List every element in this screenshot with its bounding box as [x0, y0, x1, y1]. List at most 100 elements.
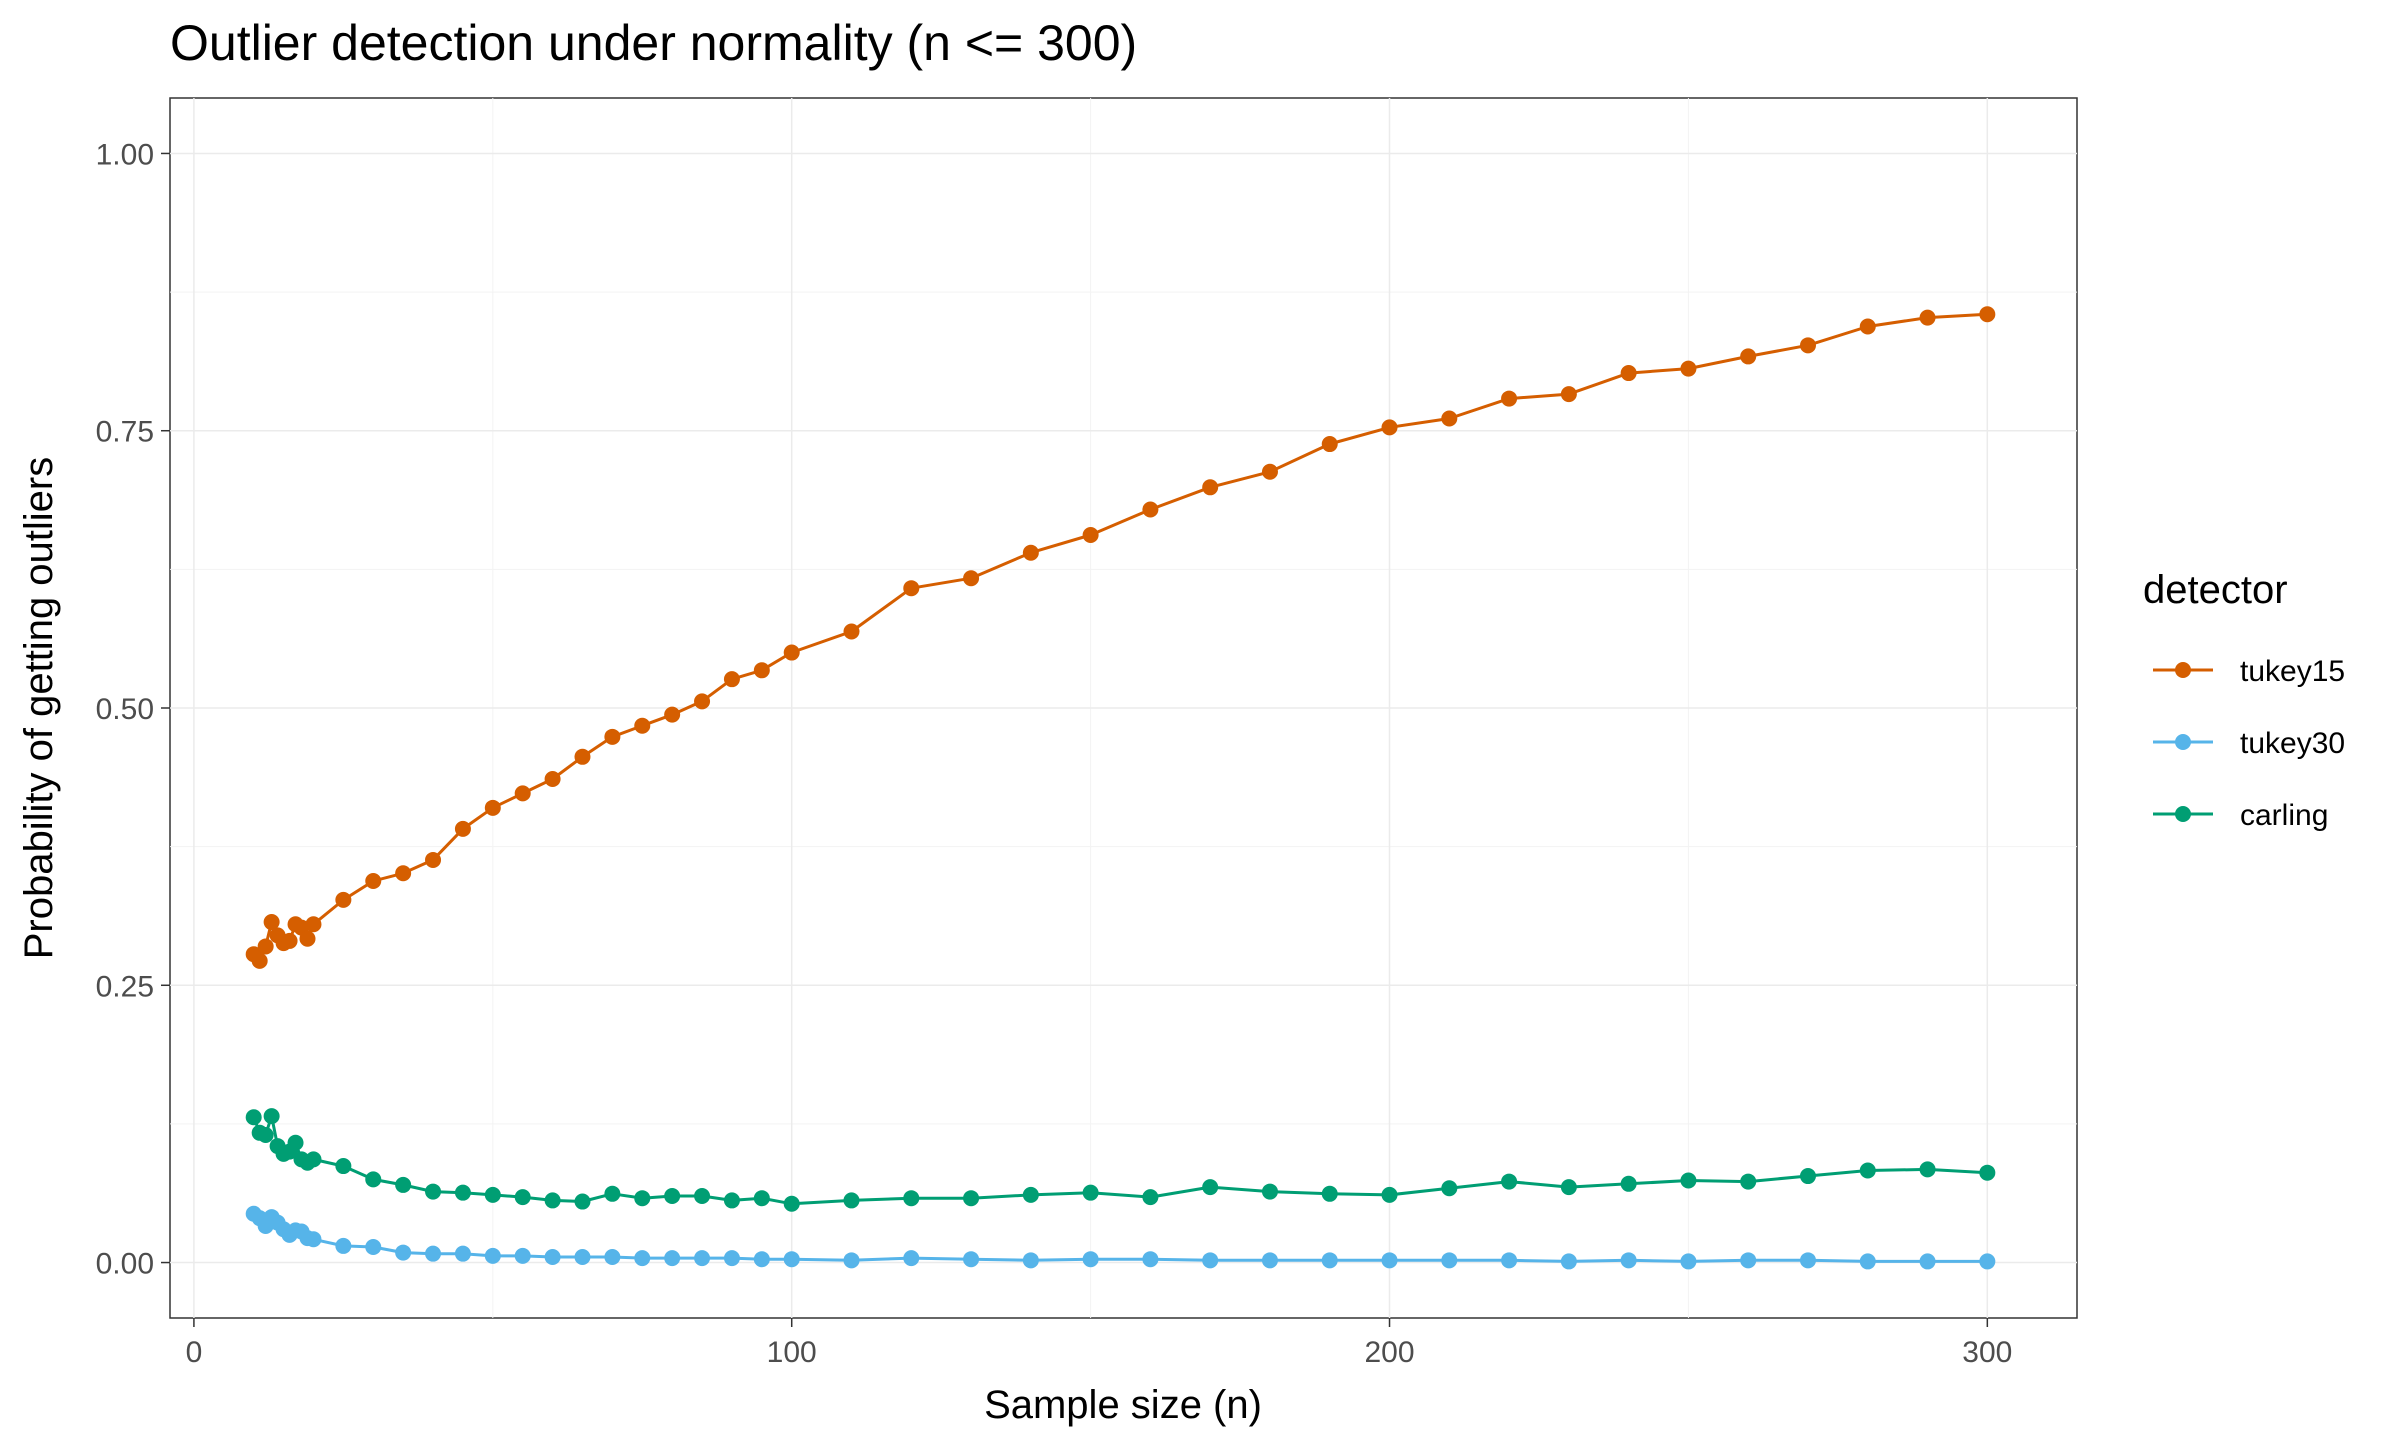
- data-point-carling: [263, 1108, 280, 1125]
- data-point-tukey30: [634, 1250, 651, 1267]
- data-point-carling: [1859, 1162, 1876, 1179]
- data-point-tukey30: [1261, 1252, 1278, 1269]
- data-point-tukey15: [694, 693, 711, 710]
- data-point-tukey30: [1381, 1252, 1398, 1269]
- x-tick-label: 300: [1962, 1336, 2012, 1369]
- data-point-tukey15: [1740, 348, 1757, 365]
- data-point-tukey15: [425, 851, 442, 868]
- data-point-carling: [395, 1176, 412, 1193]
- data-point-tukey30: [723, 1250, 740, 1267]
- data-point-tukey15: [257, 938, 274, 955]
- data-point-carling: [1979, 1164, 1996, 1181]
- legend: detector tukey15 tukey30 carling: [2143, 568, 2345, 832]
- data-point-carling: [1381, 1186, 1398, 1203]
- data-point-tukey15: [753, 662, 770, 679]
- data-point-tukey15: [263, 914, 280, 931]
- data-point-carling: [1560, 1179, 1577, 1196]
- data-point-carling: [1799, 1168, 1816, 1185]
- data-point-tukey30: [544, 1249, 561, 1265]
- data-point-tukey30: [1202, 1252, 1219, 1269]
- data-point-tukey30: [783, 1251, 800, 1268]
- data-point-tukey15: [903, 580, 920, 597]
- data-point-carling: [1022, 1186, 1039, 1203]
- data-point-carling: [454, 1184, 471, 1201]
- data-point-tukey30: [454, 1245, 471, 1262]
- legend-title: detector: [2143, 568, 2288, 612]
- data-point-carling: [514, 1189, 531, 1206]
- x-tick-label: 100: [767, 1336, 817, 1369]
- data-point-carling: [305, 1151, 322, 1168]
- x-tick-label: 0: [186, 1336, 203, 1369]
- data-point-tukey30: [1560, 1253, 1577, 1270]
- legend-key-point: [2175, 806, 2191, 822]
- gridlines: [170, 98, 2077, 1318]
- data-point-tukey15: [1979, 306, 1996, 323]
- y-tick-label: 0.75: [96, 416, 154, 449]
- data-point-tukey15: [1560, 386, 1577, 403]
- legend-key-point: [2175, 662, 2191, 678]
- data-point-tukey15: [365, 873, 382, 890]
- data-point-carling: [365, 1171, 382, 1188]
- data-point-carling: [287, 1134, 304, 1151]
- data-point-carling: [257, 1127, 274, 1143]
- data-point-tukey30: [335, 1237, 352, 1254]
- data-point-carling: [903, 1190, 920, 1207]
- data-point-tukey30: [1022, 1252, 1039, 1269]
- data-point-carling: [1321, 1185, 1338, 1202]
- y-tick-label: 0.00: [96, 1248, 154, 1281]
- data-point-carling: [604, 1185, 621, 1202]
- data-point-tukey15: [723, 671, 740, 688]
- data-point-carling: [1919, 1161, 1936, 1178]
- data-point-tukey15: [1919, 309, 1936, 326]
- data-point-tukey15: [1501, 390, 1518, 407]
- legend-item-tukey15: tukey15: [2153, 655, 2345, 688]
- data-point-tukey30: [604, 1249, 621, 1265]
- plot-series: [245, 306, 1996, 1270]
- data-point-tukey15: [1142, 501, 1159, 518]
- data-point-tukey15: [1381, 419, 1398, 436]
- data-point-tukey15: [299, 930, 316, 947]
- data-point-carling: [245, 1109, 262, 1126]
- data-point-carling: [1740, 1173, 1757, 1190]
- data-point-carling: [634, 1190, 651, 1207]
- data-point-tukey15: [1022, 544, 1039, 561]
- data-point-tukey15: [574, 748, 591, 765]
- data-point-tukey30: [664, 1250, 681, 1267]
- data-point-carling: [335, 1158, 352, 1175]
- data-point-tukey30: [1142, 1251, 1159, 1268]
- data-point-tukey15: [1620, 365, 1637, 382]
- data-point-tukey30: [484, 1247, 501, 1264]
- data-point-carling: [753, 1190, 770, 1207]
- data-point-tukey15: [514, 785, 531, 802]
- data-point-tukey30: [1680, 1253, 1697, 1270]
- data-point-tukey30: [425, 1245, 442, 1262]
- legend-item-carling: carling: [2153, 799, 2328, 832]
- data-point-tukey30: [1441, 1252, 1458, 1269]
- data-point-tukey30: [1501, 1252, 1518, 1269]
- x-axis-title: Sample size (n): [984, 1383, 1262, 1427]
- data-point-carling: [574, 1193, 591, 1210]
- y-axis-title: Probability of getting outliers: [17, 457, 61, 960]
- series-tukey15: [245, 306, 1996, 969]
- data-point-tukey15: [1261, 463, 1278, 480]
- data-point-carling: [694, 1188, 711, 1204]
- data-point-tukey15: [963, 570, 980, 587]
- data-point-carling: [425, 1183, 442, 1200]
- data-point-carling: [1142, 1189, 1159, 1206]
- data-point-tukey15: [484, 799, 501, 816]
- data-point-carling: [963, 1190, 980, 1207]
- data-point-carling: [1441, 1180, 1458, 1197]
- legend-key-point: [2175, 734, 2191, 750]
- data-point-tukey30: [963, 1251, 980, 1268]
- data-point-carling: [1501, 1173, 1518, 1190]
- data-point-tukey15: [251, 952, 268, 969]
- chart-title: Outlier detection under normality (n <= …: [170, 15, 1137, 71]
- data-point-tukey15: [305, 916, 322, 933]
- data-point-carling: [1082, 1184, 1099, 1201]
- axes: 0.00 0.25 0.50 0.75 1.00 0 100 200 300: [96, 138, 2013, 1369]
- legend-label: tukey30: [2240, 727, 2345, 760]
- data-point-tukey30: [843, 1252, 860, 1269]
- data-point-carling: [1680, 1172, 1697, 1189]
- data-point-tukey30: [574, 1249, 591, 1265]
